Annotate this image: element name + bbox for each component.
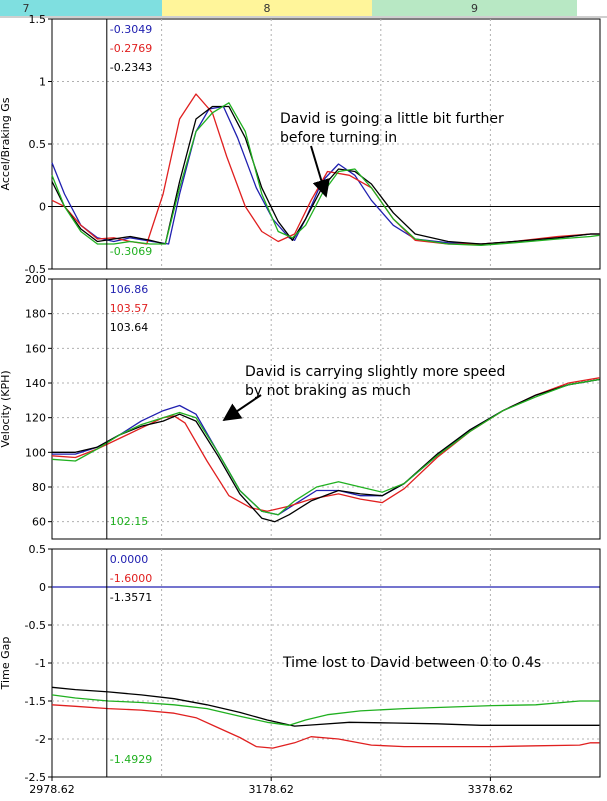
sector-bar-border: [0, 16, 607, 18]
panel-3-cursor-value: -1.6000: [110, 572, 152, 585]
panel-3-ytick-label: 0.5: [29, 543, 47, 556]
panel-2-annotation-line: David is carrying slightly more speed: [245, 364, 505, 380]
panel-3-series-4-line: [51, 694, 600, 726]
panel-1-annotation-line: before turning in: [280, 130, 397, 146]
panel-1-annotation-arrow: [310, 145, 330, 198]
panel-2-series-4-line: [51, 378, 600, 516]
panel-3-ytick-label: -1.5: [25, 695, 46, 708]
panel-2-annotation-arrow: [222, 394, 262, 422]
panel-3-series-2-line: [51, 704, 600, 749]
panel-3-ytick-label: 0: [39, 581, 46, 594]
panel-3-ytick-label: -2: [35, 733, 46, 746]
x-tick-label: 2978.62: [29, 783, 75, 796]
panel-3-cursor-value: 0.0000: [110, 553, 149, 566]
panel-2-ytick-label: 60: [32, 516, 46, 529]
panel-1-series-3-line: [51, 105, 600, 245]
sector-7-block-extension: [52, 0, 162, 16]
sector-9-block: [372, 0, 577, 16]
sector-8-label: 8: [264, 2, 271, 15]
panel-1-series-1-line: [51, 105, 600, 245]
panel-1-cursor-value-bottom: -0.3069: [110, 245, 152, 258]
panel-3-annotation-line: Time lost to David between 0 to 0.4s: [282, 655, 541, 671]
sector-8-block: [162, 0, 372, 16]
sector-9-label: 9: [471, 2, 478, 15]
sector-7-block: [0, 0, 52, 16]
panel-2-ylabel: Velocity (KPH): [0, 370, 12, 447]
panel-2-ytick-label: 100: [25, 446, 46, 459]
panel-1-ytick-label: 1: [39, 76, 46, 89]
panel-2-series-3-line: [52, 378, 600, 523]
panel-3-ytick-label: -1: [35, 657, 46, 670]
panel-3-cursor-value-bottom: -1.4929: [110, 753, 152, 766]
panel-3-cursor-value: -1.3571: [110, 591, 152, 604]
panel-3-series-3-line: [51, 686, 600, 727]
panel-2-frame: [51, 278, 601, 540]
x-tick-label: 3378.62: [468, 783, 514, 796]
panel-3-ytick-label: -0.5: [25, 619, 46, 632]
panel-1-ytick-label: 0: [39, 201, 46, 214]
panel-2-ytick-label: 180: [25, 308, 46, 321]
panel-1-cursor-value: -0.2769: [110, 42, 152, 55]
panel-2-ytick-label: 160: [25, 342, 46, 355]
panel-2-ytick-label: 140: [25, 377, 46, 390]
panel-2-cursor-value: 103.57: [110, 302, 149, 315]
panel-1-ytick-label: 0.5: [29, 138, 47, 151]
panel-1-ytick-label: -0.5: [25, 263, 46, 276]
panel-3-ylabel: Time Gap: [0, 637, 12, 691]
x-tick-label: 3178.62: [248, 783, 294, 796]
panel-1-series-4-line: [51, 102, 600, 246]
panel-1-cursor-value: -0.3049: [110, 23, 152, 36]
panel-2-ytick-label: 120: [25, 412, 46, 425]
panel-1-annotation-line: David is going a little bit further: [280, 111, 504, 127]
panel-1-ylabel: Accel/Braking Gs: [0, 97, 12, 190]
panel-2-cursor-value: 106.86: [110, 283, 149, 296]
panel-2-ytick-label: 200: [25, 273, 46, 286]
panel-2-cursor-value: 103.64: [110, 321, 149, 334]
panel-2-cursor-value-bottom: 102.15: [110, 515, 149, 528]
panel-3-ytick-label: -2.5: [25, 771, 46, 784]
panel-1-cursor-value: -0.2343: [110, 61, 152, 74]
panel-1-ytick-label: 1.5: [29, 13, 47, 26]
sector-7-label: 7: [23, 2, 30, 15]
panel-2-annotation-line: by not braking as much: [245, 383, 411, 399]
panel-2-ytick-label: 80: [32, 481, 46, 494]
